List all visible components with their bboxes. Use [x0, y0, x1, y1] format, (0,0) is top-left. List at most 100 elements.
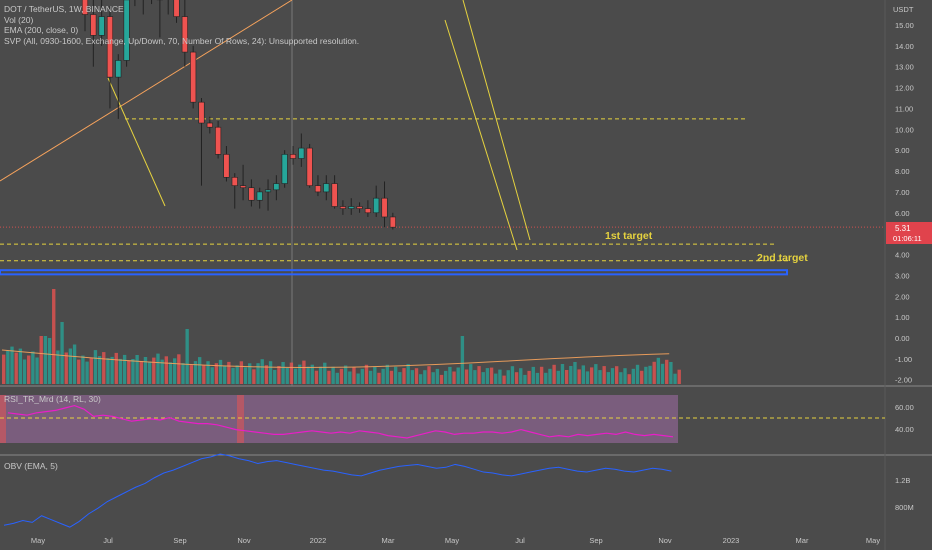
volume-bar [602, 366, 606, 384]
candle-body[interactable] [98, 16, 105, 36]
time-axis-tick: Nov [658, 536, 672, 545]
volume-bar [60, 322, 64, 384]
candle-body[interactable] [364, 208, 371, 214]
trend-line-yellow[interactable] [107, 77, 166, 207]
volume-bar [172, 358, 177, 384]
trend-line-orange[interactable] [0, 0, 293, 182]
indicator-ema[interactable]: EMA (200, close, 0) [4, 25, 79, 35]
indicator-volume[interactable]: Vol (20) [4, 14, 34, 25]
volume-bar [302, 360, 306, 384]
volume-bar [423, 370, 427, 384]
volume-bar [435, 368, 440, 384]
candle-body[interactable] [115, 60, 122, 78]
candle-body[interactable] [123, 0, 130, 61]
volume-bar [589, 367, 594, 384]
time-axis-tick: 2023 [723, 536, 740, 545]
candle-body[interactable] [273, 183, 280, 191]
volume-bar [535, 372, 540, 384]
volume-bar [6, 350, 10, 384]
volume-bar [585, 371, 590, 384]
volume-bar [185, 329, 189, 384]
candle-body[interactable] [240, 185, 247, 189]
volume-bar [677, 369, 681, 384]
volume-bar [393, 366, 398, 384]
candle-body[interactable] [348, 206, 355, 209]
candle-body[interactable] [373, 197, 380, 214]
candle-body[interactable] [331, 183, 338, 207]
volume-bar [293, 368, 298, 384]
candle-body[interactable] [389, 216, 396, 228]
candle-body[interactable] [356, 206, 363, 209]
price-axis-tick: 13.00 [895, 63, 914, 72]
candle-body[interactable] [181, 16, 188, 53]
volume-bar [147, 361, 152, 384]
volume-bar [227, 361, 231, 384]
volume-bar [39, 336, 43, 384]
candle-body[interactable] [298, 147, 305, 159]
volume-bar [398, 372, 402, 384]
volume-bar [373, 366, 377, 384]
rsi-overbought-mark [0, 395, 6, 443]
symbol-title[interactable]: DOT / TetherUS, 1W, BINANCE [4, 4, 124, 14]
volume-bar [56, 350, 60, 384]
candle-body[interactable] [106, 16, 114, 78]
indicator-svp[interactable]: SVP (All, 0930-1600, Exchange, Up/Down, … [4, 35, 360, 46]
volume-bar [494, 373, 498, 384]
candle-body[interactable] [323, 183, 330, 193]
trend-line-yellow[interactable] [444, 19, 518, 251]
volume-bar [414, 368, 419, 384]
candle-body[interactable] [231, 177, 238, 186]
volume-bar [85, 361, 89, 384]
candle-body[interactable] [223, 154, 230, 178]
candle-body[interactable] [381, 197, 388, 218]
volume-bar [385, 364, 390, 384]
current-price-badge [886, 222, 932, 244]
volume-bar [614, 366, 619, 384]
time-axis-tick: Sep [173, 536, 186, 545]
candle-body[interactable] [248, 187, 255, 201]
volume-bar [419, 374, 423, 384]
candle-body[interactable] [281, 154, 288, 184]
volume-bar [544, 372, 548, 384]
volume-bar [448, 366, 452, 384]
volume-bar [477, 366, 481, 384]
candle-body[interactable] [339, 206, 346, 209]
candle-body[interactable] [206, 122, 213, 128]
candle-body[interactable] [215, 126, 222, 155]
rsi-title[interactable]: RSI_TR_Mrd (14, RL, 30) [4, 394, 101, 404]
rsi-line[interactable] [7, 404, 674, 439]
candle-body[interactable] [90, 14, 97, 36]
candle-body[interactable] [190, 51, 197, 103]
candle-body[interactable] [81, 0, 89, 15]
volume-bar [102, 352, 106, 384]
volume-bar [456, 367, 460, 384]
candle-body[interactable] [198, 101, 205, 124]
candle-body[interactable] [173, 0, 180, 17]
time-axis-tick: 2022 [310, 536, 327, 545]
trend-line-yellow[interactable] [462, 0, 531, 241]
price-axis-tick: 11.00 [895, 104, 913, 113]
candle-body[interactable] [256, 191, 263, 201]
obv-line[interactable] [3, 453, 672, 528]
volume-bar [444, 370, 448, 384]
volume-bar [260, 359, 264, 384]
candle-body[interactable] [306, 147, 313, 186]
volume-bar [648, 365, 652, 384]
volume-bar [77, 359, 81, 384]
support-zone[interactable] [0, 269, 788, 276]
obv-title[interactable]: OBV (EMA, 5) [4, 461, 58, 471]
volume-bar [81, 355, 85, 384]
volume-bar [598, 370, 602, 384]
volume-bar [514, 372, 519, 384]
volume-bar [210, 367, 214, 384]
candle-body[interactable] [264, 189, 272, 193]
volume-bar [410, 370, 415, 384]
volume-bar [22, 359, 27, 384]
volume-bar [52, 289, 56, 384]
candle-body[interactable] [314, 185, 322, 193]
volume-bar [160, 359, 164, 384]
candle-body[interactable] [289, 154, 297, 159]
volume-bar [343, 365, 348, 384]
